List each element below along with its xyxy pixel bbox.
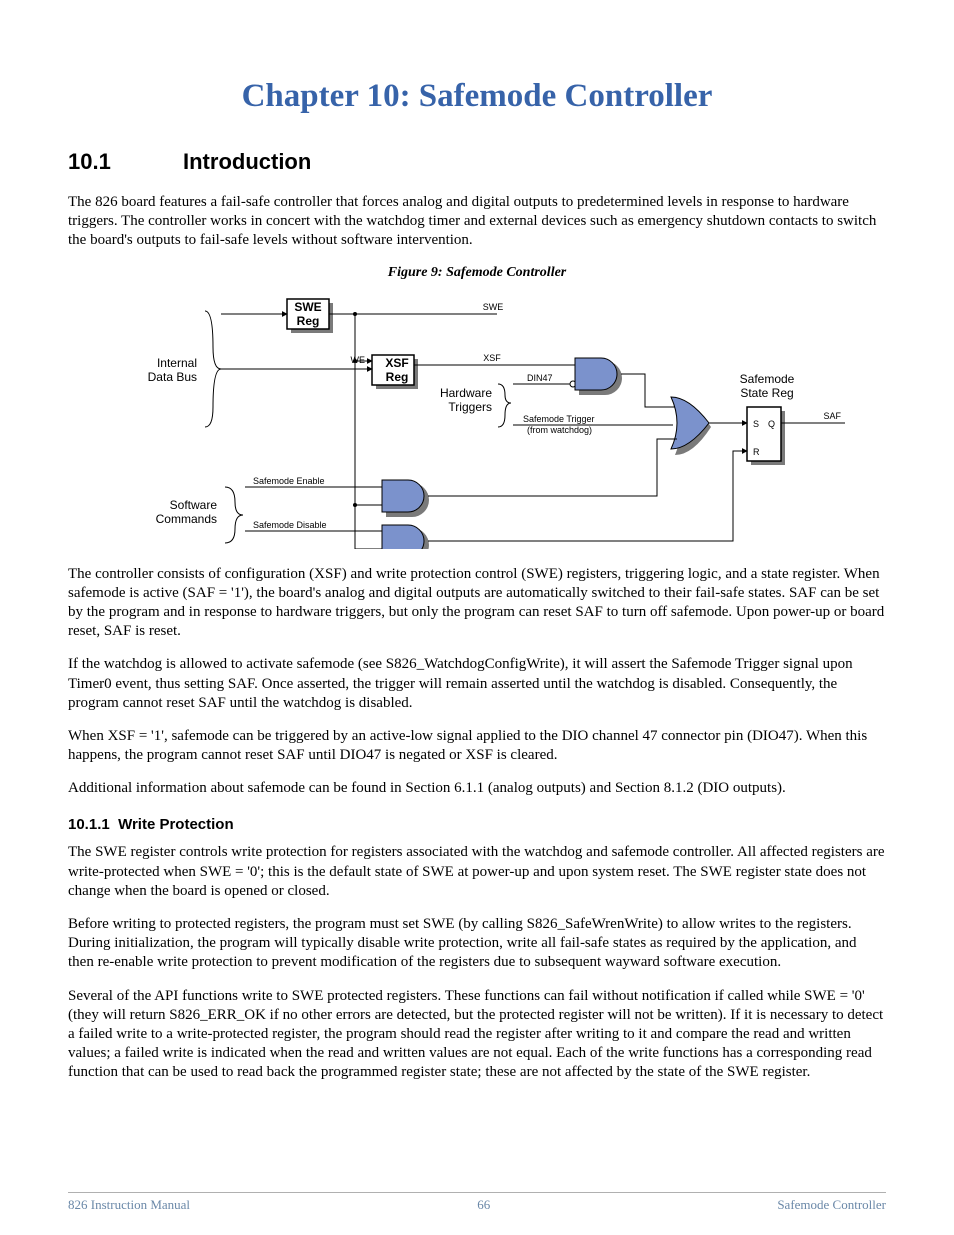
footer-right: Safemode Controller: [777, 1197, 886, 1213]
label-r: R: [753, 447, 760, 457]
label-safemode-enable: Safemode Enable: [253, 476, 325, 486]
node-swe-branch: [353, 312, 357, 316]
label-xsf-reg: Reg: [386, 370, 409, 384]
paragraph-3: If the watchdog is allowed to activate s…: [68, 655, 886, 713]
label-state-reg-1: Safemode: [740, 372, 795, 386]
section-title: Introduction: [183, 149, 311, 175]
gate-and-xsf: [575, 358, 617, 390]
section-heading: 10.1 Introduction: [68, 149, 886, 175]
gate-and-disable: [382, 525, 424, 549]
label-xsf-signal: XSF: [483, 353, 501, 363]
footer-left: 826 Instruction Manual: [68, 1197, 190, 1213]
bracket-sw-cmd: [225, 487, 243, 543]
label-sm-trigger-2: (from watchdog): [527, 425, 592, 435]
label-q: Q: [768, 419, 775, 429]
label-swe-reg: Reg: [297, 314, 320, 328]
bracket-hw-triggers: [498, 384, 511, 427]
label-s: S: [753, 419, 759, 429]
paragraph-6: The SWE register controls write protecti…: [68, 843, 886, 901]
paragraph-7: Before writing to protected registers, t…: [68, 915, 886, 973]
label-hw-trig-2: Triggers: [448, 400, 492, 414]
label-state-reg-2: State Reg: [740, 386, 793, 400]
wire-en-to-or: [428, 439, 677, 496]
paragraph-5: Additional information about safemode ca…: [68, 779, 886, 798]
subsection-number: 10.1.1: [68, 816, 110, 833]
label-hw-trig-1: Hardware: [440, 386, 492, 400]
page-footer: 826 Instruction Manual 66 Safemode Contr…: [68, 1192, 886, 1213]
label-internal-data-bus-1: Internal: [157, 356, 197, 370]
paragraph-2: The controller consists of configuration…: [68, 565, 886, 642]
paragraph-4: When XSF = '1', safemode can be triggere…: [68, 727, 886, 765]
safemode-diagram: Internal Data Bus SWE Reg SWE: [97, 287, 857, 549]
label-sm-trigger-1: Safemode Trigger: [523, 414, 595, 424]
section-number: 10.1: [68, 149, 183, 175]
wire-and-to-or: [621, 374, 675, 407]
diagram-svg: Internal Data Bus SWE Reg SWE: [97, 287, 857, 549]
label-xsf: XSF: [385, 356, 408, 370]
label-saf: SAF: [823, 411, 841, 421]
label-we: WE: [351, 355, 366, 365]
label-internal-data-bus-2: Data Bus: [148, 370, 197, 384]
label-swe: SWE: [294, 300, 321, 314]
figure-caption: Figure 9: Safemode Controller: [68, 265, 886, 281]
label-swe-signal: SWE: [483, 302, 504, 312]
bracket-data-bus: [205, 311, 221, 427]
subsection-title: Write Protection: [118, 816, 234, 833]
label-din47: DIN47: [527, 373, 553, 383]
label-sw-cmd-2: Commands: [156, 512, 217, 526]
footer-page-number: 66: [477, 1197, 490, 1213]
gate-or3: [671, 397, 709, 449]
node-swe-branch3: [353, 503, 357, 507]
label-safemode-disable: Safemode Disable: [253, 520, 327, 530]
paragraph-8: Several of the API functions write to SW…: [68, 987, 886, 1083]
intro-paragraph-1: The 826 board features a fail-safe contr…: [68, 193, 886, 251]
subsection-heading: 10.1.1 Write Protection: [68, 816, 886, 833]
gate-and-enable: [382, 480, 424, 512]
chapter-title: Chapter 10: Safemode Controller: [68, 78, 886, 115]
label-sw-cmd-1: Software: [170, 498, 218, 512]
page-root: Chapter 10: Safemode Controller 10.1 Int…: [0, 0, 954, 1235]
